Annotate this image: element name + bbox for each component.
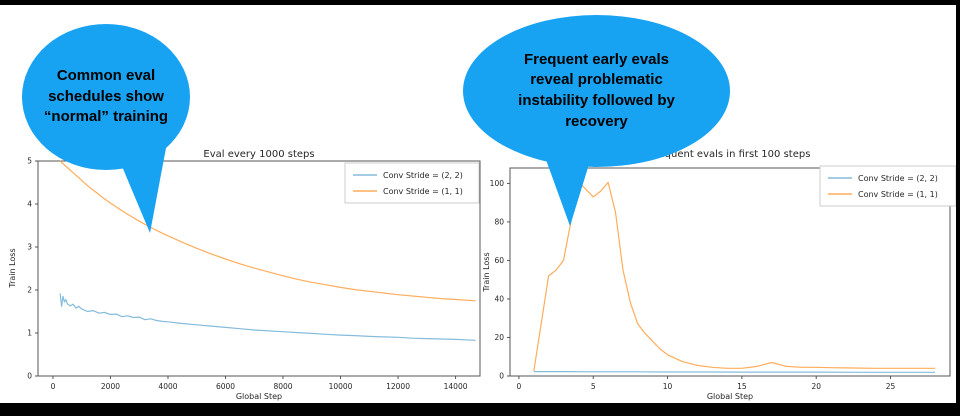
y-tick-label: 0 — [27, 372, 32, 381]
series-line — [59, 160, 476, 302]
x-tick-label: 0 — [517, 382, 522, 391]
y-tick-label: 60 — [494, 256, 504, 265]
x-tick-label: 15 — [737, 382, 747, 391]
x-tick-label: 6000 — [216, 382, 235, 391]
chart-title: Eval every 1000 steps — [203, 149, 314, 160]
callout-left-text: Common eval schedules show “normal” trai… — [43, 66, 169, 126]
x-tick-label: 2000 — [101, 382, 120, 391]
legend-label: Conv Stride = (1, 1) — [858, 190, 938, 199]
plot-frame — [509, 167, 951, 377]
y-tick-label: 40 — [494, 295, 504, 304]
x-axis-label: Global Step — [236, 392, 282, 401]
callout-right-text: Frequent early evals reveal problematic … — [518, 50, 675, 130]
x-tick-label: 10 — [663, 382, 673, 391]
x-tick-label: 25 — [886, 382, 896, 391]
legend-label: Conv Stride = (2, 2) — [858, 174, 938, 183]
y-tick-label: 100 — [490, 179, 505, 188]
callout-right-bubble: Frequent early evals reveal problematic … — [463, 15, 730, 167]
x-tick-label: 8000 — [273, 382, 292, 391]
x-tick-label: 10000 — [329, 382, 353, 391]
y-tick-label: 2 — [27, 286, 32, 295]
y-tick-label: 80 — [494, 218, 504, 227]
legend-box — [344, 162, 480, 204]
x-axis-label: Global Step — [707, 392, 753, 401]
y-tick-label: 3 — [27, 243, 32, 252]
legend-label: Conv Stride = (1, 1) — [383, 187, 463, 196]
legend-label: Conv Stride = (2, 2) — [383, 171, 463, 180]
top-black-bar — [0, 0, 960, 5]
x-tick-label: 14000 — [444, 382, 468, 391]
series-line — [533, 371, 936, 373]
x-tick-label: 20 — [811, 382, 821, 391]
chart-right: Frequent evals in first 100 steps 0 5 10 15 2… — [482, 149, 957, 401]
callout-left-tail — [116, 148, 166, 233]
series-line — [59, 293, 476, 341]
x-tick-label: 0 — [51, 382, 56, 391]
y-tick-label: 0 — [499, 372, 504, 381]
x-tick-label: 12000 — [386, 382, 410, 391]
y-tick-label: 1 — [27, 329, 32, 338]
y-tick-label: 5 — [27, 157, 32, 166]
callout-left-bubble: Common eval schedules show “normal” trai… — [22, 24, 190, 170]
y-axis-label: Train Loss — [8, 248, 17, 288]
plot-frame — [37, 160, 481, 377]
chart-title: Frequent evals in first 100 steps — [650, 149, 811, 160]
series-line — [533, 180, 936, 372]
bottom-black-bar — [0, 403, 960, 416]
x-tick-label: 4000 — [158, 382, 177, 391]
x-tick-label: 5 — [591, 382, 596, 391]
y-tick-label: 4 — [27, 200, 32, 209]
right-black-border — [956, 0, 960, 416]
y-axis-label: Train Loss — [482, 252, 491, 292]
y-tick-label: 20 — [494, 333, 504, 342]
legend-box — [819, 165, 957, 207]
